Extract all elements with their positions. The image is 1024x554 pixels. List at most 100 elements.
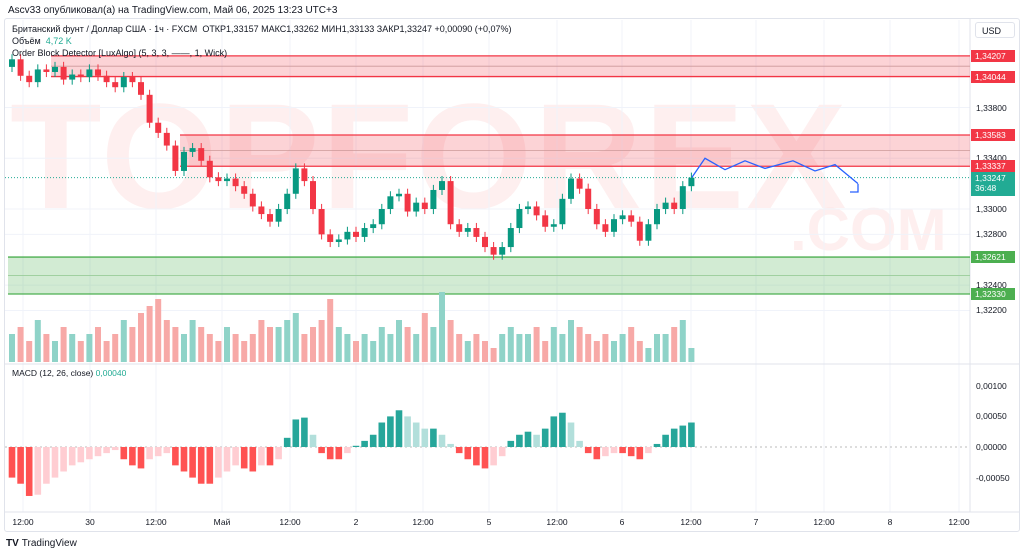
- volume-bar: [516, 334, 523, 362]
- macd-histogram-bar: [430, 428, 437, 447]
- volume-bar: [413, 334, 420, 362]
- candle-body: [499, 247, 506, 255]
- volume-bar: [387, 334, 394, 362]
- volume-bar: [86, 334, 93, 362]
- volume-bar: [542, 341, 549, 362]
- candle-body: [284, 193, 291, 209]
- macd-histogram-bar: [335, 447, 343, 460]
- candle-body: [619, 215, 626, 220]
- symbol-name[interactable]: Британский фунт / Доллар США · 1ч · FXCM: [12, 24, 198, 34]
- volume-bar: [559, 334, 566, 362]
- macd-histogram-bar: [326, 447, 334, 460]
- macd-histogram-bar: [258, 447, 265, 466]
- volume-bar: [43, 334, 50, 362]
- volume-bar: [77, 341, 84, 362]
- candle-body: [576, 178, 583, 189]
- volume-bar: [155, 299, 162, 362]
- macd-histogram-bar: [43, 447, 50, 484]
- macd-histogram-bar: [662, 434, 669, 447]
- candle-body: [568, 178, 574, 199]
- macd-histogram-bar: [576, 440, 583, 447]
- volume-bar: [275, 327, 282, 362]
- candle-body: [533, 206, 540, 216]
- currency-button[interactable]: USD: [975, 22, 1015, 38]
- macd-histogram-bar: [94, 447, 102, 457]
- macd-histogram-bar: [567, 422, 575, 447]
- macd-histogram-bar: [301, 417, 308, 447]
- volume-bar: [353, 341, 359, 362]
- volume-bar: [258, 320, 265, 362]
- candle-body: [542, 215, 549, 227]
- volume-bar: [112, 334, 119, 362]
- volume-bar: [181, 334, 187, 362]
- candle-body: [17, 59, 24, 76]
- macd-histogram-bar: [344, 447, 351, 454]
- tradingview-logo: TV TradingView: [6, 538, 77, 549]
- macd-histogram-bar: [387, 416, 394, 447]
- macd-histogram-bar: [352, 445, 360, 447]
- macd-histogram-bar: [464, 447, 472, 460]
- volume-bar: [378, 327, 385, 362]
- candle-body: [490, 247, 497, 255]
- macd-histogram-bar: [318, 447, 325, 454]
- indicator-legend[interactable]: Order Block Detector [LuxAlgo] (5, 3, 3,…: [12, 48, 228, 58]
- macd-histogram-bar: [172, 447, 179, 466]
- macd-histogram-bar: [395, 410, 403, 447]
- candle-body: [421, 202, 428, 209]
- volume-bar: [172, 327, 179, 362]
- candle-body: [9, 59, 15, 67]
- macd-histogram-bar: [627, 447, 635, 457]
- volume-bar: [585, 334, 592, 362]
- macd-label[interactable]: MACD (12, 26, close): [12, 368, 94, 378]
- time-axis-label: 8: [887, 517, 893, 527]
- macd-axis-label: 0,00050: [976, 411, 1007, 422]
- candle-body: [86, 69, 93, 78]
- volume-bar: [568, 320, 574, 362]
- volume-bar: [404, 327, 411, 362]
- volume-label[interactable]: Объём: [12, 36, 41, 46]
- candle-body: [344, 231, 351, 240]
- volume-bar: [215, 341, 222, 362]
- price-axis-label: 1,32400: [976, 280, 1007, 291]
- candle-body: [387, 196, 394, 209]
- time-axis-label: 7: [753, 517, 759, 527]
- tradingview-label: TradingView: [21, 538, 77, 549]
- volume-bar: [619, 334, 626, 362]
- time-axis-label: Май: [213, 517, 231, 527]
- time-axis-label: 12:00: [412, 517, 434, 527]
- macd-histogram-bar: [232, 447, 239, 466]
- macd-histogram-bar: [679, 425, 687, 447]
- volume-bar: [628, 327, 635, 362]
- time-axis-label: 12:00: [145, 517, 167, 527]
- candle-body: [662, 202, 669, 209]
- volume-bar: [671, 327, 678, 362]
- time-axis-label: 12:00: [948, 517, 970, 527]
- macd-histogram-bar: [206, 447, 214, 484]
- macd-axis-label: 0,00000: [976, 442, 1007, 452]
- price-axis-label: 1,33800: [976, 102, 1007, 113]
- macd-histogram-bar: [516, 434, 523, 447]
- candle-body: [378, 209, 385, 225]
- candle-body: [559, 198, 566, 225]
- volume-bar: [138, 313, 144, 362]
- candle-body: [593, 209, 600, 225]
- candle-body: [52, 66, 58, 72]
- candle-body: [292, 168, 299, 194]
- tv-logo-icon: TV: [6, 538, 19, 549]
- macd-histogram-bar: [378, 422, 386, 447]
- price-badge: 1,33583: [971, 129, 1015, 142]
- macd-histogram-bar: [60, 447, 67, 472]
- candle-body: [189, 148, 196, 152]
- price-axis-label: 1,33000: [976, 204, 1007, 214]
- macd-histogram-bar: [490, 447, 497, 466]
- last-price-badge: 1,33247 36:48: [971, 171, 1015, 196]
- macd-histogram-bar: [34, 447, 42, 495]
- candle-body: [327, 234, 334, 242]
- candle-body: [464, 228, 471, 232]
- volume-bar: [430, 327, 437, 362]
- volume-bar: [301, 334, 308, 362]
- macd-histogram-bar: [584, 447, 592, 454]
- time-axis-label: 6: [619, 517, 625, 527]
- volume-bar: [611, 341, 617, 362]
